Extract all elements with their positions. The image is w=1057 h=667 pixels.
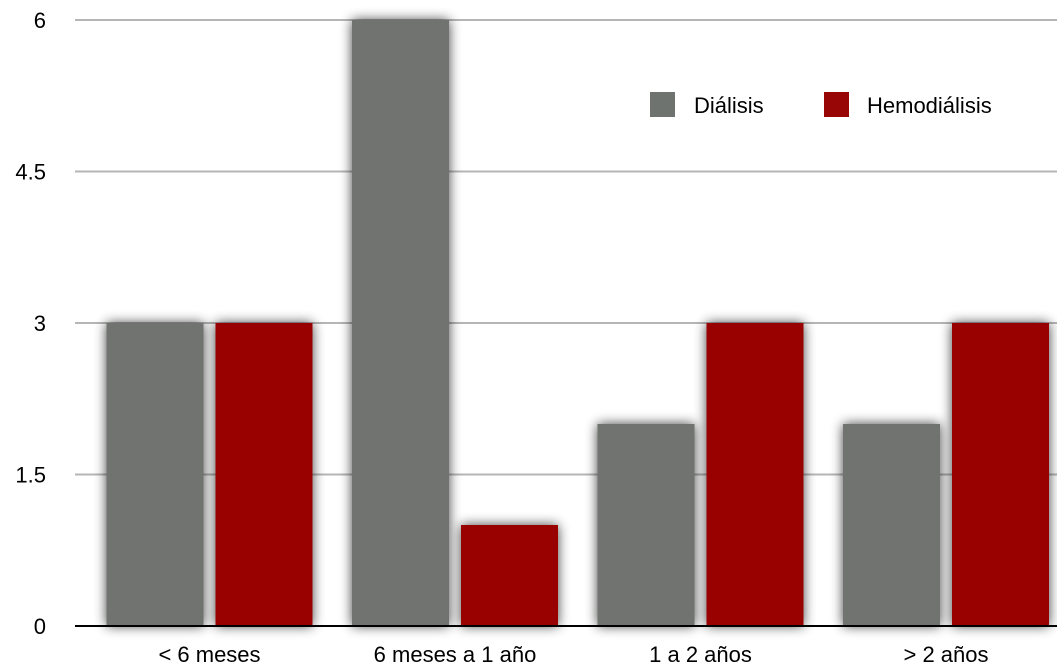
bar-dialisis [597,424,695,626]
y-axis-ticks: 0 1.5 3 4.5 6 [15,8,46,639]
y-tick-label: 6 [34,8,46,33]
bar-hemodialisis [461,525,558,626]
bar-dialisis [106,323,204,626]
x-tick-label: > 2 años [903,642,988,667]
x-axis-ticks: < 6 meses 6 meses a 1 año 1 a 2 años > 2 añ… [158,642,988,667]
y-tick-label: 3 [34,311,46,336]
legend-swatch [824,92,849,117]
bar-dialisis [352,20,449,626]
legend-label: Hemodiálisis [867,93,992,118]
x-tick-label: 1 a 2 años [649,642,752,667]
legend: Diálisis Hemodiálisis [650,92,992,118]
x-tick-label: < 6 meses [158,642,260,667]
bar-dialisis [843,424,940,626]
x-tick-label: 6 meses a 1 año [374,642,537,667]
bar-hemodialisis [706,323,804,626]
legend-label: Diálisis [694,93,764,118]
y-tick-label: 4.5 [15,160,46,185]
bars [106,20,1049,626]
legend-swatch [650,92,675,117]
bar-hemodialisis [215,323,313,626]
bar-hemodialisis [952,323,1049,626]
y-tick-label: 0 [34,614,46,639]
y-tick-label: 1.5 [15,463,46,488]
